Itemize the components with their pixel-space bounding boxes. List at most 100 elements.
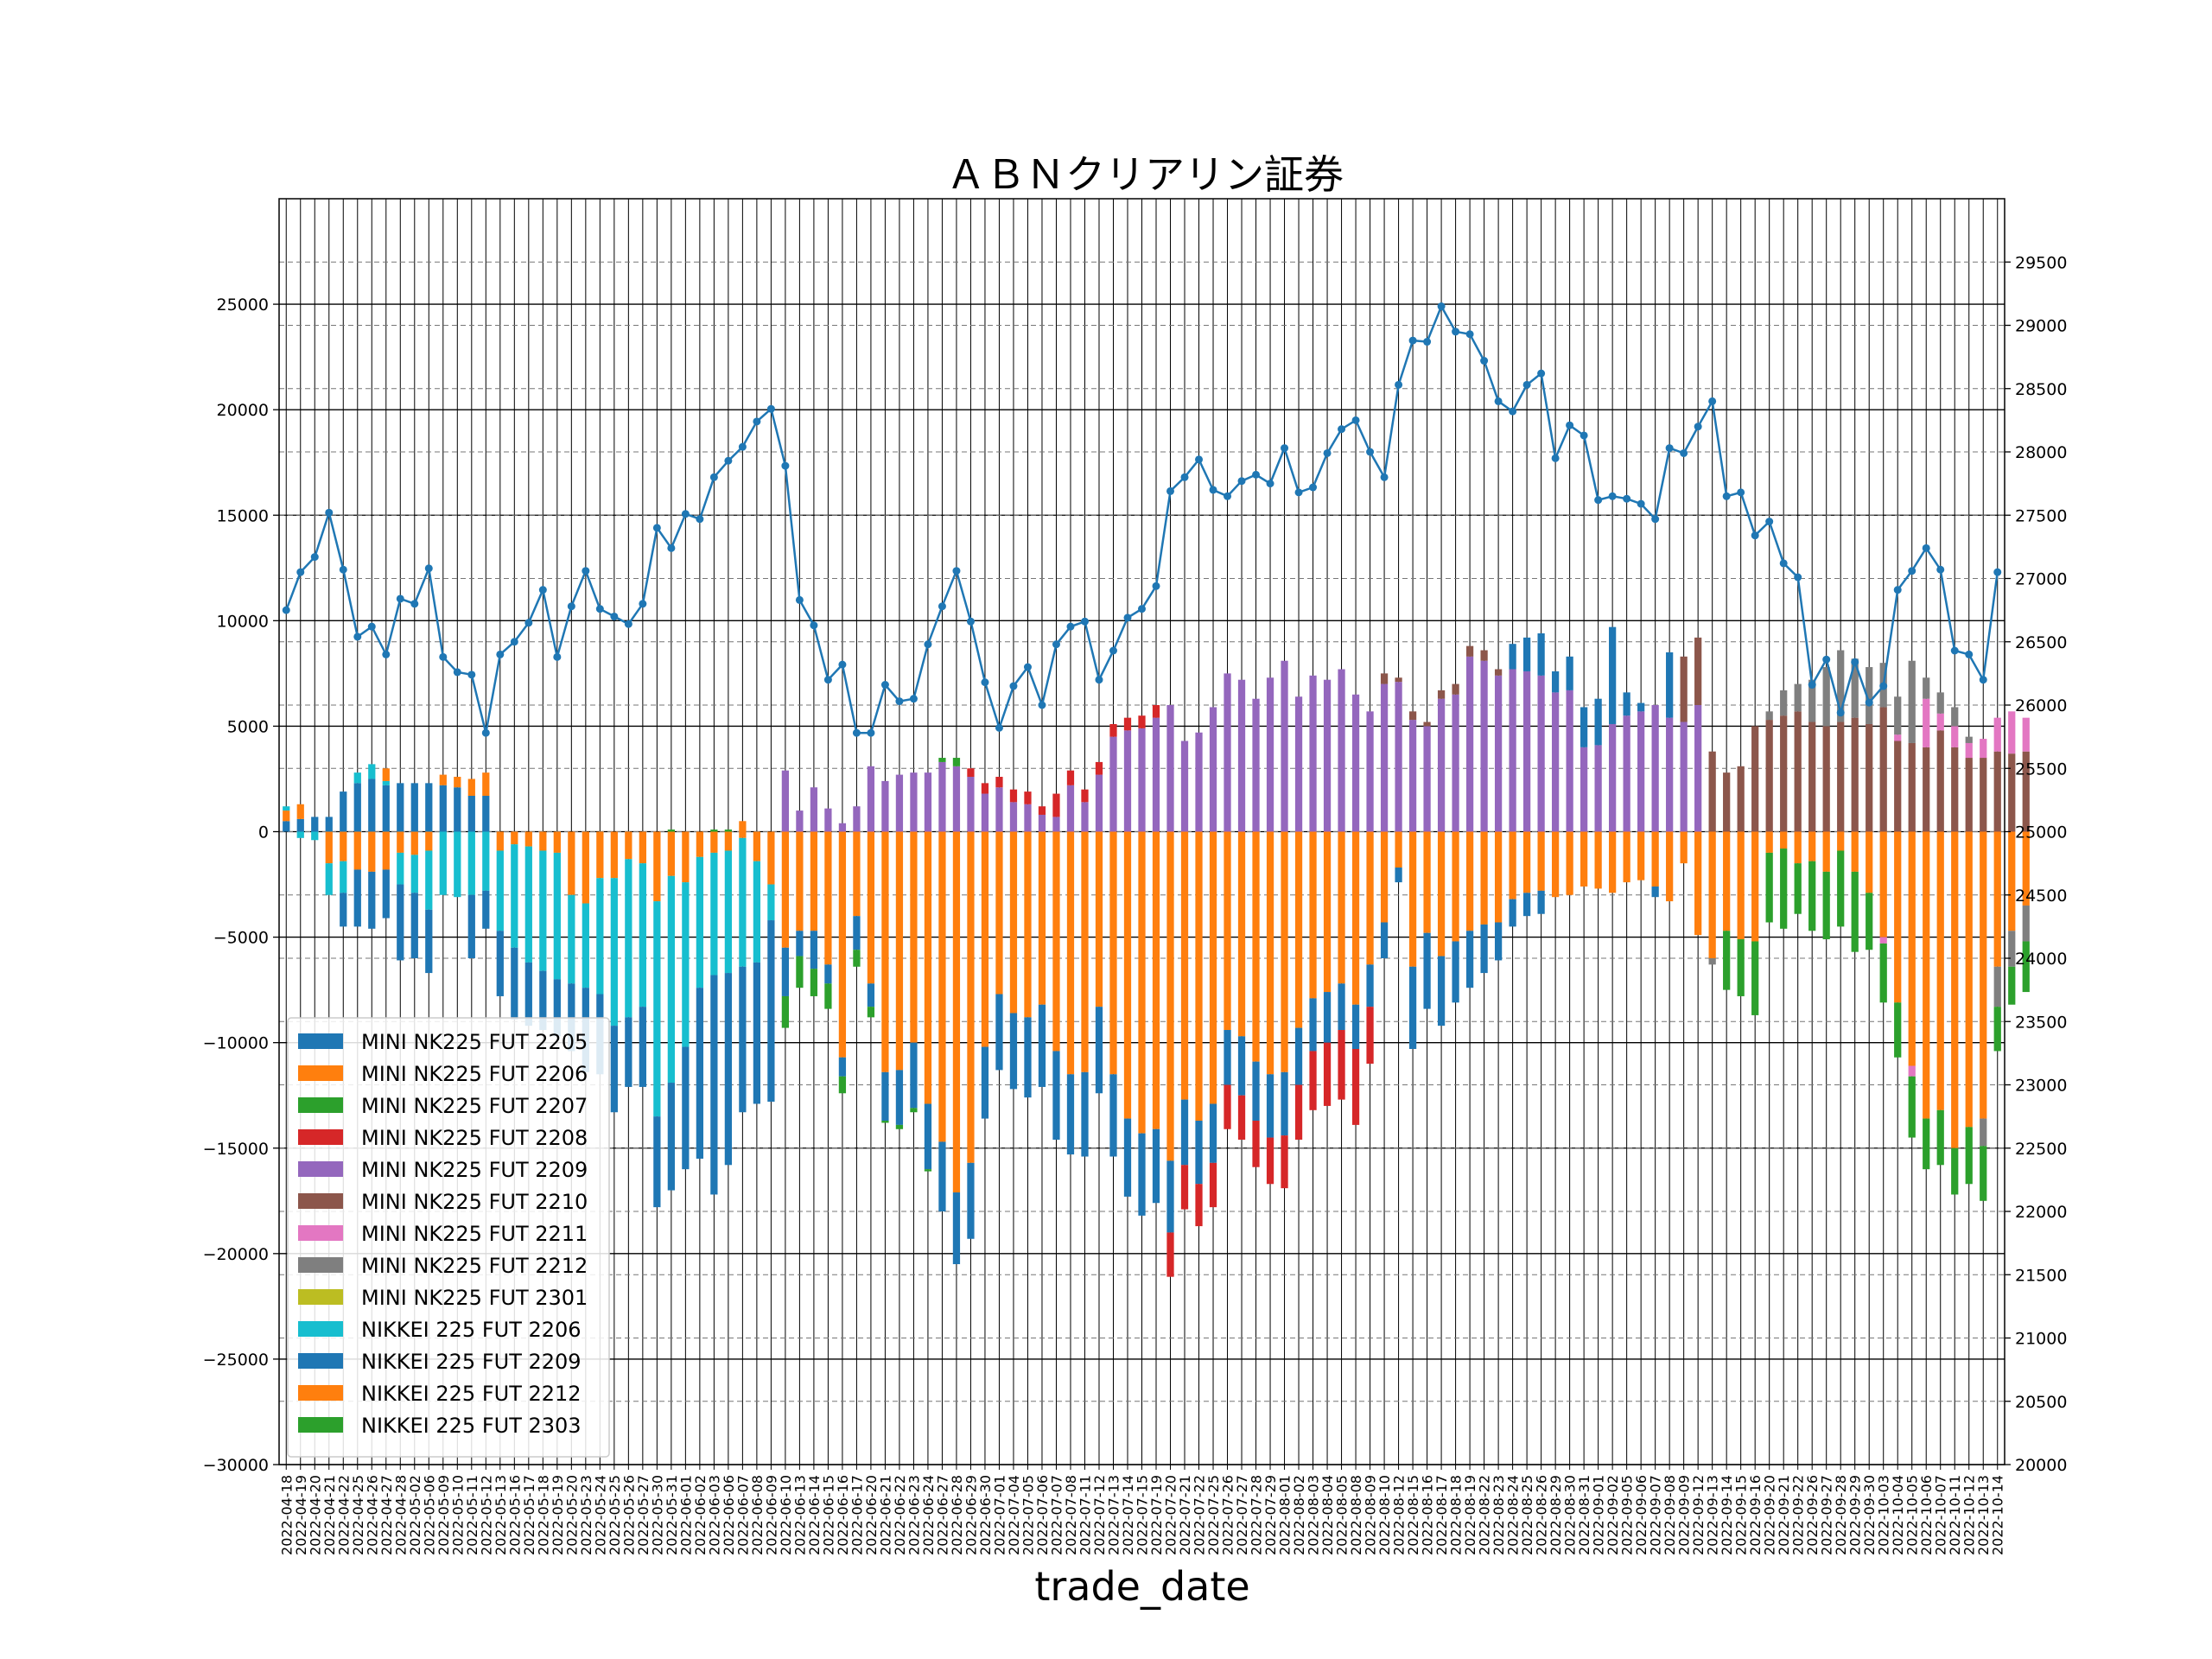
x-tick-label: 2022-09-16 (1747, 1475, 1764, 1555)
price-point (852, 728, 861, 737)
y-left-tick-label: −25000 (203, 1351, 269, 1370)
x-tick-label: 2022-06-01 (677, 1475, 694, 1555)
price-point (1209, 486, 1217, 494)
y-right-tick-label: 28500 (2015, 380, 2067, 399)
bar-segment (1066, 770, 1075, 785)
x-tick-label: 2022-05-16 (506, 1475, 523, 1555)
bar-segment (1138, 831, 1146, 1134)
bar-segment (1252, 1061, 1260, 1122)
price-point (396, 594, 404, 603)
price-point (1851, 658, 1859, 666)
price-point (439, 652, 448, 661)
x-tick-label: 2022-06-09 (763, 1475, 779, 1555)
bar-segment (1808, 721, 1816, 832)
bar-segment (867, 983, 875, 1007)
y-right-tick-label: 26000 (2015, 696, 2067, 715)
bar-segment (853, 950, 861, 967)
legend-swatch (298, 1129, 343, 1145)
bar-segment (952, 766, 961, 832)
bar-segment (524, 962, 532, 1027)
legend-swatch (298, 1033, 343, 1049)
x-tick-label: 2022-05-12 (478, 1475, 494, 1555)
y-right-tick-label: 21500 (2015, 1266, 2067, 1285)
bar-segment (1380, 673, 1389, 684)
price-point (1180, 473, 1189, 481)
bar-segment (1879, 937, 1887, 944)
bar-segment (340, 791, 347, 832)
bar-segment (1066, 1074, 1075, 1155)
y-right-tick-label: 29000 (2015, 317, 2067, 336)
bar-segment (1408, 720, 1417, 832)
bar-segment (1993, 717, 2001, 752)
price-point (1408, 336, 1417, 345)
y-left-tick-label: 20000 (217, 401, 269, 420)
price-point (595, 605, 604, 613)
bar-segment (1423, 932, 1431, 1009)
bar-segment (1737, 831, 1745, 940)
bar-segment (810, 787, 818, 832)
x-tick-label: 2022-08-10 (1376, 1475, 1393, 1555)
bar-segment (325, 817, 333, 832)
legend-label: MINI NK225 FUT 2210 (361, 1190, 588, 1214)
bar-segment (1281, 660, 1288, 832)
bar-segment (1294, 696, 1303, 832)
bar-segment (1694, 831, 1702, 936)
bar-segment (995, 777, 1003, 788)
bar-segment (853, 806, 861, 832)
price-point (709, 473, 718, 481)
price-point (353, 632, 362, 641)
x-tick-label: 2022-09-15 (1733, 1475, 1750, 1555)
bar-segment (1109, 831, 1117, 1075)
x-tick-label: 2022-04-21 (321, 1475, 338, 1555)
x-tick-label: 2022-09-22 (1790, 1475, 1807, 1555)
price-point (795, 595, 804, 604)
y-right-tick-label: 20000 (2015, 1456, 2067, 1475)
bar-segment (967, 831, 975, 1163)
bar-segment (539, 831, 547, 851)
x-tick-label: 2022-06-29 (963, 1475, 979, 1555)
bar-segment (1281, 831, 1288, 1072)
bar-segment (1980, 1146, 1987, 1201)
bar-segment (1123, 730, 1132, 832)
bar-segment (1723, 772, 1731, 832)
x-tick-label: 2022-08-24 (1505, 1475, 1522, 1555)
price-point (880, 681, 889, 690)
bar-segment (696, 831, 703, 857)
bar-segment (1052, 1051, 1060, 1140)
bar-segment (1936, 692, 1944, 714)
y-left-tick-label: −10000 (203, 1034, 269, 1053)
price-point (1281, 444, 1289, 453)
bar-segment (553, 852, 561, 980)
price-point (1580, 431, 1588, 440)
bar-segment (639, 831, 646, 864)
bar-segment (311, 817, 319, 832)
bar-segment (867, 766, 875, 832)
price-point (1765, 518, 1774, 526)
y-left-tick-label: −30000 (203, 1456, 269, 1475)
x-tick-label: 2022-08-22 (1477, 1475, 1493, 1555)
bar-segment (1765, 711, 1773, 721)
bar-segment (1123, 1118, 1132, 1197)
x-tick-label: 2022-07-04 (1006, 1475, 1022, 1555)
price-point (1708, 397, 1717, 405)
price-point (1123, 613, 1132, 622)
legend-swatch (298, 1385, 343, 1401)
legend-label: MINI NK225 FUT 2205 (361, 1030, 588, 1054)
price-point (1566, 421, 1574, 429)
x-tick-label: 2022-10-06 (1918, 1475, 1935, 1555)
bar-segment (995, 994, 1003, 1071)
bar-segment (1494, 669, 1503, 676)
bar-segment (397, 884, 404, 961)
price-point (639, 600, 647, 608)
y-right-tick-label: 25000 (2015, 823, 2067, 842)
bar-segment (1351, 1048, 1360, 1125)
bar-segment (1009, 802, 1018, 832)
bar-segment (924, 772, 932, 832)
bar-segment (1038, 1004, 1046, 1087)
bar-segment (710, 831, 718, 853)
price-point (339, 565, 347, 574)
bar-segment (340, 831, 347, 861)
bar-segment (895, 831, 904, 1071)
bar-segment (1765, 831, 1773, 853)
